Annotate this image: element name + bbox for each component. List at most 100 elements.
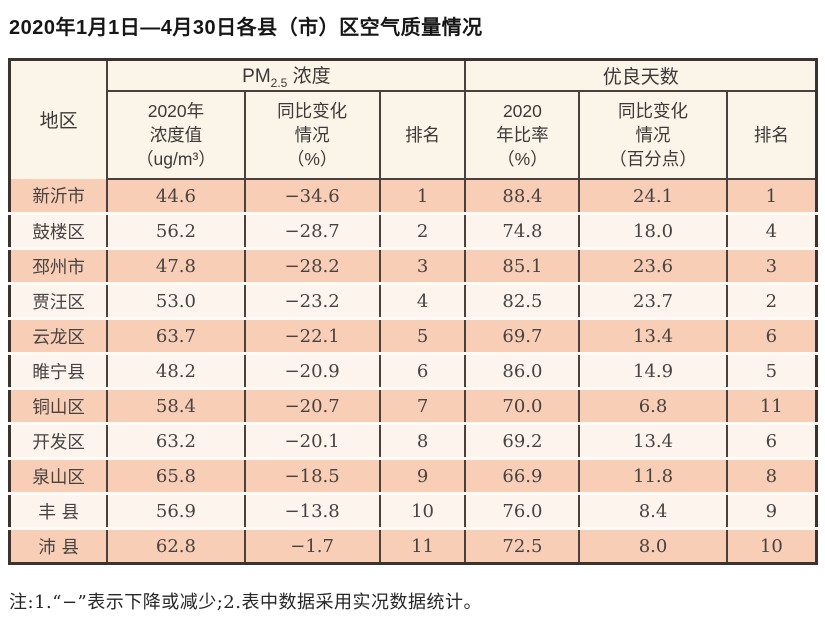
cell-pm-change: −28.7 [243,212,381,249]
header-pm-change: 同比变化 情况 （%） [243,90,381,180]
header-good-rank: 排名 [725,90,818,180]
cell-good-change: 18.0 [578,212,728,249]
cell-pm-change: −20.1 [243,422,381,459]
air-quality-table: 地区 PM2.5 浓度 优良天数 2020年 浓度值 （ug/m³） 同比变化 … [8,58,818,566]
header-group-good-days: 优良天数 [464,59,818,92]
cell-pm-change: −1.7 [243,527,381,564]
cell-good-rank: 6 [725,317,818,354]
cell-good-rank: 5 [725,352,818,389]
cell-pm-value: 62.8 [106,527,246,564]
cell-good-rate: 82.5 [464,282,581,319]
cell-good-rate: 86.0 [464,352,581,389]
cell-good-rate: 66.9 [464,457,581,494]
cell-pm-rank: 8 [378,422,467,459]
table-row: 沛 县 62.8 −1.7 11 72.5 8.0 10 [8,527,818,564]
cell-region: 丰 县 [8,492,109,529]
cell-good-rate: 74.8 [464,212,581,249]
cell-region: 铜山区 [8,387,109,424]
cell-region: 睢宁县 [8,352,109,389]
table-row: 新沂市 44.6 −34.6 1 88.4 24.1 1 [8,178,818,214]
table-row: 泉山区 65.8 −18.5 9 66.9 11.8 8 [8,457,818,494]
table-body: 新沂市 44.6 −34.6 1 88.4 24.1 1 鼓楼区 56.2 −2… [8,178,818,564]
cell-good-change: 13.4 [578,317,728,354]
page-title: 2020年1月1日—4月30日各县（市）区空气质量情况 [9,17,483,39]
cell-pm-value: 53.0 [106,282,246,319]
cell-pm-value: 63.2 [106,422,246,459]
cell-good-rate: 69.2 [464,422,581,459]
cell-pm-rank: 2 [378,212,467,249]
cell-pm-rank: 3 [378,247,467,284]
pm25-subscript: 2.5 [270,75,288,90]
cell-good-rate: 76.0 [464,492,581,529]
cell-pm-rank: 6 [378,352,467,389]
table-row: 鼓楼区 56.2 −28.7 2 74.8 18.0 4 [8,212,818,249]
table-row: 睢宁县 48.2 −20.9 6 86.0 14.9 5 [8,352,818,389]
cell-good-rate: 70.0 [464,387,581,424]
pm25-suffix: 浓度 [287,66,331,87]
cell-region: 泉山区 [8,457,109,494]
cell-region: 新沂市 [8,178,109,214]
cell-good-rate: 69.7 [464,317,581,354]
cell-good-rank: 2 [725,282,818,319]
cell-good-rate: 88.4 [464,178,581,214]
cell-good-change: 8.0 [578,527,728,564]
header-pm-rank: 排名 [378,90,467,180]
cell-pm-change: −20.7 [243,387,381,424]
cell-good-rank: 11 [725,387,818,424]
cell-pm-rank: 10 [378,492,467,529]
cell-pm-rank: 11 [378,527,467,564]
cell-pm-value: 58.4 [106,387,246,424]
cell-region: 邳州市 [8,247,109,284]
cell-pm-value: 56.9 [106,492,246,529]
cell-good-change: 23.7 [578,282,728,319]
cell-good-change: 24.1 [578,178,728,214]
cell-good-change: 23.6 [578,247,728,284]
table-header: 地区 PM2.5 浓度 优良天数 2020年 浓度值 （ug/m³） 同比变化 … [8,59,818,180]
cell-good-rate: 72.5 [464,527,581,564]
cell-good-rank: 1 [725,178,818,214]
cell-good-rank: 10 [725,527,818,564]
cell-pm-change: −18.5 [243,457,381,494]
cell-good-change: 13.4 [578,422,728,459]
table-row: 云龙区 63.7 −22.1 5 69.7 13.4 6 [8,317,818,354]
cell-good-rank: 3 [725,247,818,284]
cell-good-change: 8.4 [578,492,728,529]
cell-pm-change: −23.2 [243,282,381,319]
cell-pm-value: 56.2 [106,212,246,249]
table-row: 铜山区 58.4 −20.7 7 70.0 6.8 11 [8,387,818,424]
cell-pm-rank: 7 [378,387,467,424]
cell-good-rank: 8 [725,457,818,494]
header-group-pm25: PM2.5 浓度 [106,59,467,92]
cell-pm-rank: 4 [378,282,467,319]
cell-pm-rank: 5 [378,317,467,354]
cell-good-rank: 4 [725,212,818,249]
cell-pm-change: −20.9 [243,352,381,389]
cell-region: 云龙区 [8,317,109,354]
header-good-change: 同比变化 情况 （百分点） [578,90,728,180]
cell-good-rate: 85.1 [464,247,581,284]
table-row: 开发区 63.2 −20.1 8 69.2 13.4 6 [8,422,818,459]
sub-header-row: 2020年 浓度值 （ug/m³） 同比变化 情况 （%） 排名 2020 年比… [10,90,818,180]
cell-good-change: 14.9 [578,352,728,389]
cell-pm-value: 44.6 [106,178,246,214]
cell-region: 贾汪区 [8,282,109,319]
cell-region: 鼓楼区 [8,212,109,249]
header-region: 地区 [8,59,109,179]
cell-pm-rank: 1 [378,178,467,214]
cell-pm-value: 47.8 [106,247,246,284]
cell-pm-change: −28.2 [243,247,381,284]
table-row: 丰 县 56.9 −13.8 10 76.0 8.4 9 [8,492,818,529]
cell-region: 沛 县 [8,527,109,564]
header-good-rate: 2020 年比率 （%） [464,90,581,180]
cell-pm-value: 63.7 [106,317,246,354]
cell-region: 开发区 [8,422,109,459]
pm25-prefix: PM [242,66,271,87]
cell-good-rank: 9 [725,492,818,529]
cell-pm-change: −34.6 [243,178,381,214]
table-row: 邳州市 47.8 −28.2 3 85.1 23.6 3 [8,247,818,284]
cell-pm-rank: 9 [378,457,467,494]
cell-good-rank: 6 [725,422,818,459]
cell-pm-change: −13.8 [243,492,381,529]
footnote: 注:1.“−”表示下降或减少;2.表中数据采用实况数据统计。 [9,592,482,613]
